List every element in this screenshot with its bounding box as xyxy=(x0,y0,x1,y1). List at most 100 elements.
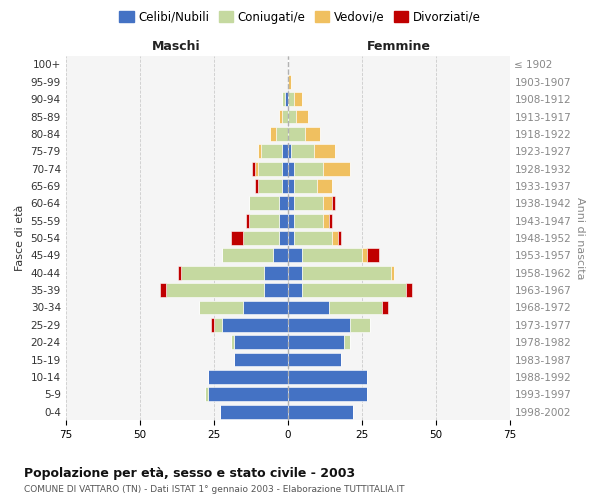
Bar xyxy=(214,318,223,332)
Bar xyxy=(287,370,367,384)
Bar xyxy=(281,179,287,193)
Bar xyxy=(314,144,335,158)
Legend: Celibi/Nubili, Coniugati/e, Vedovi/e, Divorziati/e: Celibi/Nubili, Coniugati/e, Vedovi/e, Di… xyxy=(115,6,485,28)
Bar xyxy=(287,214,293,228)
Bar xyxy=(362,248,367,262)
Bar xyxy=(281,162,287,175)
Bar xyxy=(344,335,350,349)
Bar xyxy=(293,214,323,228)
Bar xyxy=(350,318,370,332)
Bar xyxy=(367,248,379,262)
Bar xyxy=(160,283,166,297)
Bar xyxy=(323,214,329,228)
Bar xyxy=(317,179,332,193)
Bar xyxy=(284,92,287,106)
Bar xyxy=(302,248,362,262)
Bar xyxy=(305,127,320,141)
Bar xyxy=(235,352,287,366)
Bar xyxy=(293,179,317,193)
Text: COMUNE DI VATTARO (TN) - Dati ISTAT 1° gennaio 2003 - Elaborazione TUTTITALIA.IT: COMUNE DI VATTARO (TN) - Dati ISTAT 1° g… xyxy=(24,485,404,494)
Bar xyxy=(287,162,293,175)
Bar xyxy=(264,266,287,280)
Bar xyxy=(208,370,287,384)
Bar xyxy=(329,300,382,314)
Bar xyxy=(258,162,281,175)
Bar xyxy=(281,144,287,158)
Bar xyxy=(287,335,344,349)
Bar xyxy=(332,196,335,210)
Bar xyxy=(302,266,391,280)
Bar xyxy=(279,110,281,124)
Bar xyxy=(287,75,290,88)
Y-axis label: Fasce di età: Fasce di età xyxy=(15,205,25,271)
Bar xyxy=(391,266,394,280)
Bar xyxy=(249,196,279,210)
Bar xyxy=(223,248,273,262)
Bar xyxy=(258,144,261,158)
Bar xyxy=(208,388,287,401)
Bar xyxy=(232,231,243,245)
Bar xyxy=(332,231,338,245)
Bar xyxy=(293,231,332,245)
Bar xyxy=(223,318,287,332)
Bar xyxy=(246,214,249,228)
Bar xyxy=(382,300,388,314)
Text: Maschi: Maschi xyxy=(152,40,201,53)
Bar xyxy=(273,248,287,262)
Bar xyxy=(287,196,293,210)
Bar xyxy=(261,144,281,158)
Bar xyxy=(293,92,302,106)
Bar xyxy=(281,110,287,124)
Bar xyxy=(199,300,243,314)
Bar xyxy=(287,266,302,280)
Bar xyxy=(290,144,314,158)
Bar xyxy=(276,127,287,141)
Bar xyxy=(249,214,279,228)
Bar xyxy=(287,404,353,418)
Bar xyxy=(287,318,350,332)
Bar xyxy=(287,300,329,314)
Bar xyxy=(166,283,264,297)
Bar xyxy=(205,388,208,401)
Y-axis label: Anni di nascita: Anni di nascita xyxy=(575,197,585,280)
Bar xyxy=(258,179,281,193)
Bar xyxy=(235,335,287,349)
Bar xyxy=(287,352,341,366)
Bar xyxy=(252,162,255,175)
Bar xyxy=(329,214,332,228)
Bar xyxy=(264,283,287,297)
Bar xyxy=(338,231,341,245)
Bar xyxy=(181,266,264,280)
Bar xyxy=(287,388,367,401)
Bar xyxy=(220,404,287,418)
Bar xyxy=(293,196,323,210)
Text: Popolazione per età, sesso e stato civile - 2003: Popolazione per età, sesso e stato civil… xyxy=(24,468,355,480)
Bar xyxy=(270,127,276,141)
Bar xyxy=(323,196,332,210)
Bar xyxy=(232,335,235,349)
Bar xyxy=(287,231,293,245)
Bar xyxy=(323,162,350,175)
Bar xyxy=(287,248,302,262)
Bar xyxy=(211,318,214,332)
Bar xyxy=(296,110,308,124)
Bar xyxy=(279,231,287,245)
Bar xyxy=(287,179,293,193)
Bar xyxy=(287,110,296,124)
Bar xyxy=(281,92,284,106)
Bar xyxy=(287,283,302,297)
Bar xyxy=(406,283,412,297)
Bar xyxy=(302,283,406,297)
Bar xyxy=(255,179,258,193)
Bar xyxy=(287,144,290,158)
Bar xyxy=(287,127,305,141)
Text: Femmine: Femmine xyxy=(367,40,431,53)
Bar xyxy=(255,162,258,175)
Bar xyxy=(279,196,287,210)
Bar xyxy=(293,162,323,175)
Bar xyxy=(279,214,287,228)
Bar xyxy=(287,92,293,106)
Bar xyxy=(243,300,287,314)
Bar xyxy=(178,266,181,280)
Bar xyxy=(243,231,279,245)
